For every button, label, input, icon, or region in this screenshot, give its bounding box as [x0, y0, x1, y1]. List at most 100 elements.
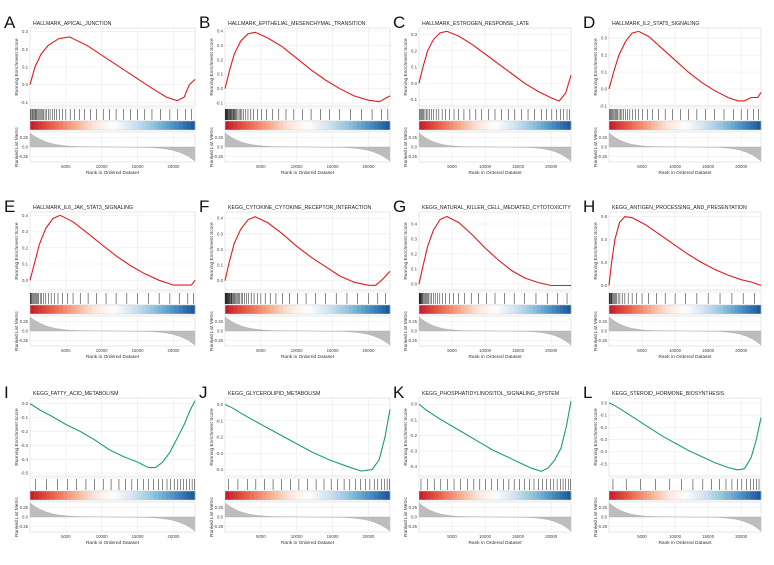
es-tick-label: -0.1 — [600, 104, 608, 109]
rank-color-cell — [233, 121, 238, 130]
ranked-metric-area — [29, 316, 196, 346]
x-axis-label: Rank in Ordered Dataset — [468, 540, 522, 546]
rank-color-cell — [71, 121, 76, 130]
rank-color-cell — [307, 491, 312, 500]
rank-color-cell — [650, 121, 655, 130]
rank-color-cell — [186, 121, 192, 130]
x-tick-label: 20000 — [363, 348, 376, 353]
rank-color-cell — [340, 121, 345, 130]
rank-color-cell — [521, 121, 526, 130]
x-tick-label: 15000 — [702, 534, 715, 539]
rank-color-cell — [157, 305, 163, 314]
rank-color-cell — [525, 305, 530, 314]
x-tick-label: 5000 — [61, 164, 71, 169]
rank-color-cell — [719, 491, 724, 500]
x-axis-label: Rank in Ordered Dataset — [468, 170, 522, 176]
rank-color-cell — [58, 305, 64, 314]
x-tick-label: 15000 — [702, 348, 715, 353]
rank-color-cell — [650, 491, 655, 500]
es-tick-label: 0.2 — [22, 47, 29, 52]
x-tick-label: 15000 — [327, 534, 340, 539]
es-y-label: Running Enrichment Score — [209, 408, 215, 466]
rank-color-cell — [332, 491, 337, 500]
rank-color-cell — [385, 305, 391, 314]
es-tick-label: -0.3 — [21, 443, 29, 448]
rank-color-cell — [336, 491, 341, 500]
x-tick-label: 20000 — [168, 348, 181, 353]
rank-color-cell — [38, 121, 43, 130]
rank-color-cell — [141, 305, 146, 314]
panel-letter: C — [393, 13, 405, 32]
rank-color-cell — [449, 305, 454, 314]
ranked-metric-area — [418, 316, 572, 346]
x-axis-label: Rank in Ordered Dataset — [658, 354, 712, 360]
rank-color-cell — [87, 305, 93, 314]
es-tick-label: 0.0 — [217, 402, 224, 407]
gene-set-title: KEGG_ANTIGEN_PROCESSING_AND_PRESENTATION — [612, 205, 747, 211]
rank-color-cell — [422, 305, 427, 314]
rank-color-cell — [129, 121, 134, 130]
rank-color-cell — [673, 491, 678, 500]
running-es-line — [224, 404, 391, 472]
es-tick-label: 0.4 — [217, 28, 224, 33]
ranked-metric-area — [418, 502, 572, 532]
rank-color-cell — [307, 121, 312, 130]
rank-color-cell — [666, 305, 671, 314]
es-tick-label: 0.1 — [22, 65, 29, 70]
x-tick-label: 5000 — [447, 164, 457, 169]
rank-color-cell — [245, 491, 251, 500]
es-plot-frame — [608, 27, 762, 107]
es-plot-frame — [29, 27, 196, 107]
rank-color-cell — [506, 121, 511, 130]
rank-color-cell — [495, 121, 500, 130]
x-tick-label: 10000 — [479, 534, 492, 539]
rank-color-cell — [635, 121, 640, 130]
rank-color-cell — [63, 491, 68, 500]
rank-color-cell — [34, 491, 39, 500]
metric-y-label: Ranked List Metric — [403, 497, 409, 537]
ranked-metric-area — [608, 502, 762, 532]
es-tick-label: 0.1 — [601, 70, 608, 75]
rank-color-cell — [332, 121, 337, 130]
rank-color-cell — [145, 121, 150, 130]
rank-color-cell — [468, 491, 473, 500]
rank-color-cell — [449, 491, 454, 500]
es-tick-label: 0.0 — [411, 81, 418, 86]
x-tick-label: 5000 — [637, 348, 647, 353]
rank-color-cell — [616, 121, 621, 130]
rank-color-cell — [658, 121, 663, 130]
rank-color-cell — [506, 305, 511, 314]
es-plot-frame — [418, 27, 572, 107]
rank-color-cell — [344, 305, 350, 314]
rank-color-cell — [124, 491, 130, 500]
rank-color-cell — [319, 305, 325, 314]
rank-color-cell — [669, 121, 674, 130]
rank-color-cell — [495, 305, 500, 314]
rank-color-cell — [476, 121, 481, 130]
running-es-line — [224, 216, 391, 286]
rank-color-cell — [540, 121, 545, 130]
x-tick-label: 15000 — [512, 164, 525, 169]
rank-color-cell — [460, 305, 465, 314]
metric-tick-label: 0.0 — [601, 145, 608, 150]
rank-color-cell — [673, 305, 678, 314]
rank-color-cell — [441, 491, 446, 500]
rank-color-cell — [639, 121, 644, 130]
rank-color-cell — [133, 305, 138, 314]
es-tick-label: 0.3 — [601, 36, 608, 41]
rank-color-cell — [688, 305, 693, 314]
rank-color-cell — [730, 491, 735, 500]
x-axis-label: Rank in Ordered Dataset — [281, 354, 335, 360]
rank-color-cell — [299, 305, 304, 314]
x-tick-label: 20000 — [168, 534, 181, 539]
rank-color-cell — [79, 121, 84, 130]
rank-color-cell — [745, 121, 750, 130]
es-tick-label: 0.0 — [22, 82, 29, 87]
hit-track — [224, 107, 391, 122]
rank-color-cell — [704, 305, 709, 314]
metric-y-label: Ranked List Metric — [593, 497, 599, 537]
rank-color-cell — [738, 121, 743, 130]
rank-color-cell — [352, 491, 358, 500]
rank-color-cell — [262, 491, 267, 500]
es-tick-label: 0.0 — [601, 400, 608, 405]
